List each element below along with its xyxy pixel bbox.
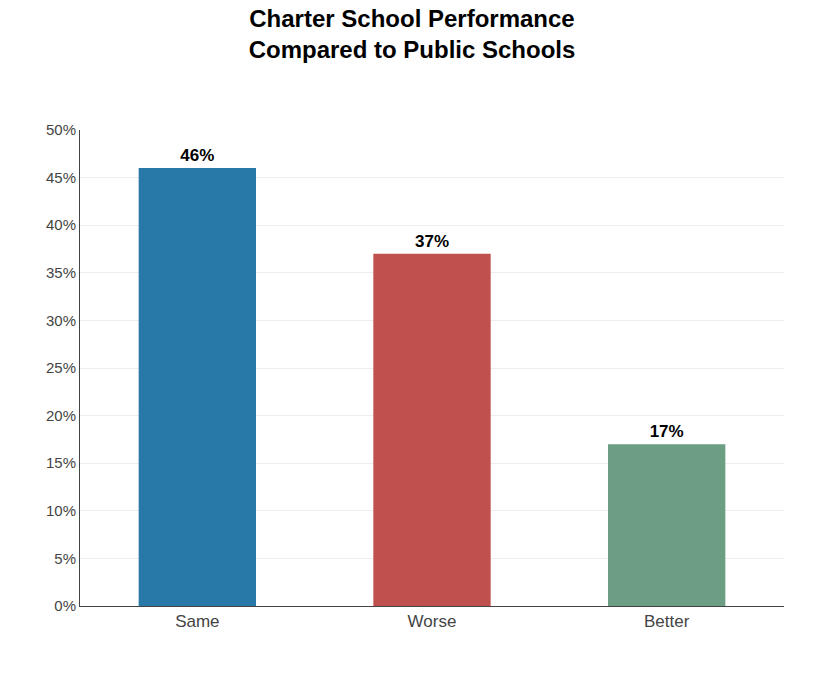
svg-text:0%: 0% bbox=[54, 597, 76, 614]
svg-text:Same: Same bbox=[175, 612, 219, 631]
svg-text:37%: 37% bbox=[415, 232, 449, 251]
svg-text:40%: 40% bbox=[46, 216, 76, 233]
svg-text:5%: 5% bbox=[54, 550, 76, 567]
svg-text:45%: 45% bbox=[46, 169, 76, 186]
svg-text:15%: 15% bbox=[46, 454, 76, 471]
svg-text:Charter School PerformanceComp: Charter School PerformanceCompared to Pu… bbox=[249, 5, 576, 63]
svg-text:35%: 35% bbox=[46, 264, 76, 281]
svg-text:17%: 17% bbox=[650, 422, 684, 441]
svg-text:46%: 46% bbox=[180, 146, 214, 165]
svg-text:20%: 20% bbox=[46, 407, 76, 424]
svg-text:Worse: Worse bbox=[408, 612, 457, 631]
svg-text:50%: 50% bbox=[46, 121, 76, 138]
svg-text:30%: 30% bbox=[46, 312, 76, 329]
svg-text:25%: 25% bbox=[46, 359, 76, 376]
svg-text:10%: 10% bbox=[46, 502, 76, 519]
svg-text:Better: Better bbox=[644, 612, 690, 631]
